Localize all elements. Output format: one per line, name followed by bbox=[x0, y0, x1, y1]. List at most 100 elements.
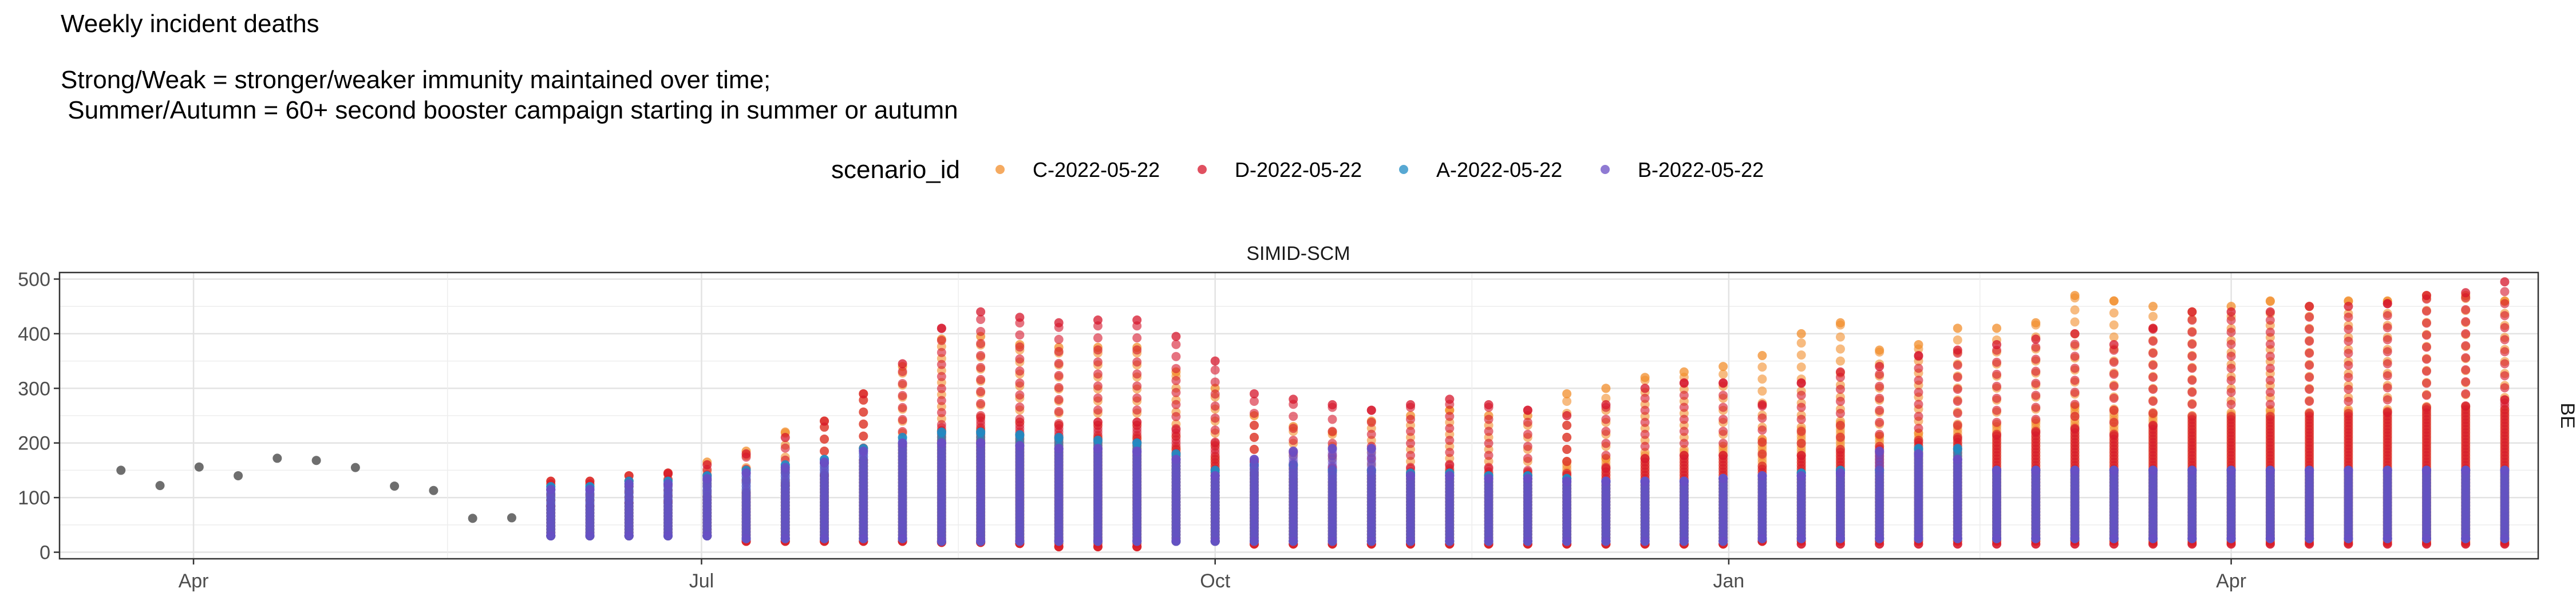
data-point bbox=[1211, 377, 1220, 386]
data-point-max bbox=[2500, 277, 2509, 286]
data-point-max bbox=[1953, 345, 1962, 354]
data-point bbox=[1718, 402, 1728, 412]
data-point-max bbox=[2148, 302, 2158, 311]
data-point bbox=[1953, 373, 1962, 382]
data-point bbox=[2461, 305, 2470, 314]
data-point bbox=[1132, 369, 1141, 378]
data-point-max bbox=[1797, 378, 1806, 388]
data-point bbox=[2187, 376, 2196, 385]
data-point bbox=[2461, 377, 2470, 386]
data-point bbox=[1054, 347, 1064, 356]
data-point bbox=[1562, 445, 1571, 454]
data-point bbox=[2461, 389, 2470, 398]
data-point bbox=[2109, 418, 2119, 427]
data-point bbox=[2344, 385, 2353, 394]
data-point-max bbox=[1015, 430, 1024, 439]
data-point bbox=[2422, 378, 2431, 388]
data-point bbox=[1484, 451, 1494, 460]
data-point-max bbox=[1406, 400, 1415, 409]
data-point bbox=[1718, 390, 1728, 400]
data-point bbox=[859, 420, 868, 429]
data-point bbox=[2500, 287, 2509, 296]
data-point bbox=[2500, 395, 2509, 404]
data-point bbox=[2383, 407, 2392, 416]
data-point bbox=[2227, 400, 2236, 409]
data-point bbox=[2148, 397, 2158, 406]
data-point bbox=[1757, 362, 1767, 372]
data-point-max bbox=[820, 417, 829, 426]
data-point bbox=[1757, 449, 1767, 459]
data-point bbox=[2031, 342, 2040, 352]
data-point bbox=[1992, 394, 2001, 403]
legend-label-c: C-2022-05-22 bbox=[1033, 158, 1160, 181]
data-point-max bbox=[1757, 400, 1767, 409]
data-point-max bbox=[1211, 357, 1220, 366]
data-point bbox=[1171, 376, 1180, 385]
data-point-max bbox=[1093, 315, 1103, 325]
data-point bbox=[1836, 409, 1845, 418]
data-point bbox=[1992, 418, 2001, 427]
data-point bbox=[1914, 412, 1923, 421]
data-point bbox=[1093, 381, 1103, 390]
data-point bbox=[2500, 335, 2509, 344]
data-point-max bbox=[1992, 323, 2001, 333]
data-point bbox=[2071, 388, 2080, 397]
data-point bbox=[1875, 418, 1884, 427]
data-point bbox=[2461, 341, 2470, 350]
data-point bbox=[937, 360, 946, 369]
data-point bbox=[2071, 412, 2080, 421]
data-point bbox=[937, 348, 946, 357]
data-point bbox=[2305, 325, 2314, 334]
data-point bbox=[1953, 409, 1962, 418]
data-point bbox=[1757, 461, 1767, 471]
data-point bbox=[1601, 451, 1610, 460]
data-point bbox=[1953, 361, 1962, 370]
data-point bbox=[1875, 394, 1884, 403]
data-point bbox=[2148, 373, 2158, 382]
data-point-max bbox=[1484, 400, 1494, 409]
data-point bbox=[1641, 430, 1650, 439]
data-point-max bbox=[937, 323, 946, 333]
data-point-max bbox=[2383, 299, 2392, 308]
data-point bbox=[2187, 352, 2196, 361]
data-point bbox=[1641, 394, 1650, 403]
data-point bbox=[1445, 424, 1454, 433]
legend-key-d bbox=[1198, 165, 1207, 174]
data-point bbox=[2383, 383, 2392, 392]
data-point bbox=[1484, 427, 1494, 436]
data-point bbox=[2344, 397, 2353, 406]
data-point bbox=[2031, 378, 2040, 388]
data-point-max bbox=[2109, 340, 2119, 349]
data-point-max bbox=[2187, 307, 2196, 317]
data-point-max bbox=[1680, 378, 1689, 388]
data-point-max bbox=[1601, 384, 1610, 393]
data-point bbox=[1562, 421, 1571, 430]
data-point bbox=[2383, 311, 2392, 320]
data-point bbox=[1406, 451, 1415, 460]
data-point bbox=[2266, 339, 2275, 349]
data-point bbox=[2187, 400, 2196, 409]
data-point bbox=[2344, 373, 2353, 382]
data-point bbox=[898, 415, 907, 424]
data-point bbox=[1328, 414, 1337, 424]
data-point-max bbox=[1015, 313, 1024, 322]
data-point bbox=[2109, 430, 2119, 439]
data-point bbox=[1132, 381, 1141, 390]
data-point-max bbox=[976, 307, 985, 317]
data-point bbox=[859, 432, 868, 441]
data-point bbox=[2031, 427, 2040, 436]
data-point-max bbox=[1289, 394, 1298, 404]
data-point bbox=[2344, 337, 2353, 346]
data-point bbox=[2071, 352, 2080, 361]
data-point bbox=[1641, 454, 1650, 463]
data-point bbox=[1797, 439, 1806, 448]
data-point-max bbox=[742, 449, 751, 459]
data-point bbox=[1015, 354, 1024, 364]
data-point bbox=[1953, 335, 1962, 345]
data-point bbox=[2461, 365, 2470, 374]
data-point bbox=[976, 399, 985, 408]
data-point bbox=[1836, 357, 1845, 366]
data-point bbox=[2071, 305, 2080, 314]
data-point bbox=[1836, 445, 1845, 454]
